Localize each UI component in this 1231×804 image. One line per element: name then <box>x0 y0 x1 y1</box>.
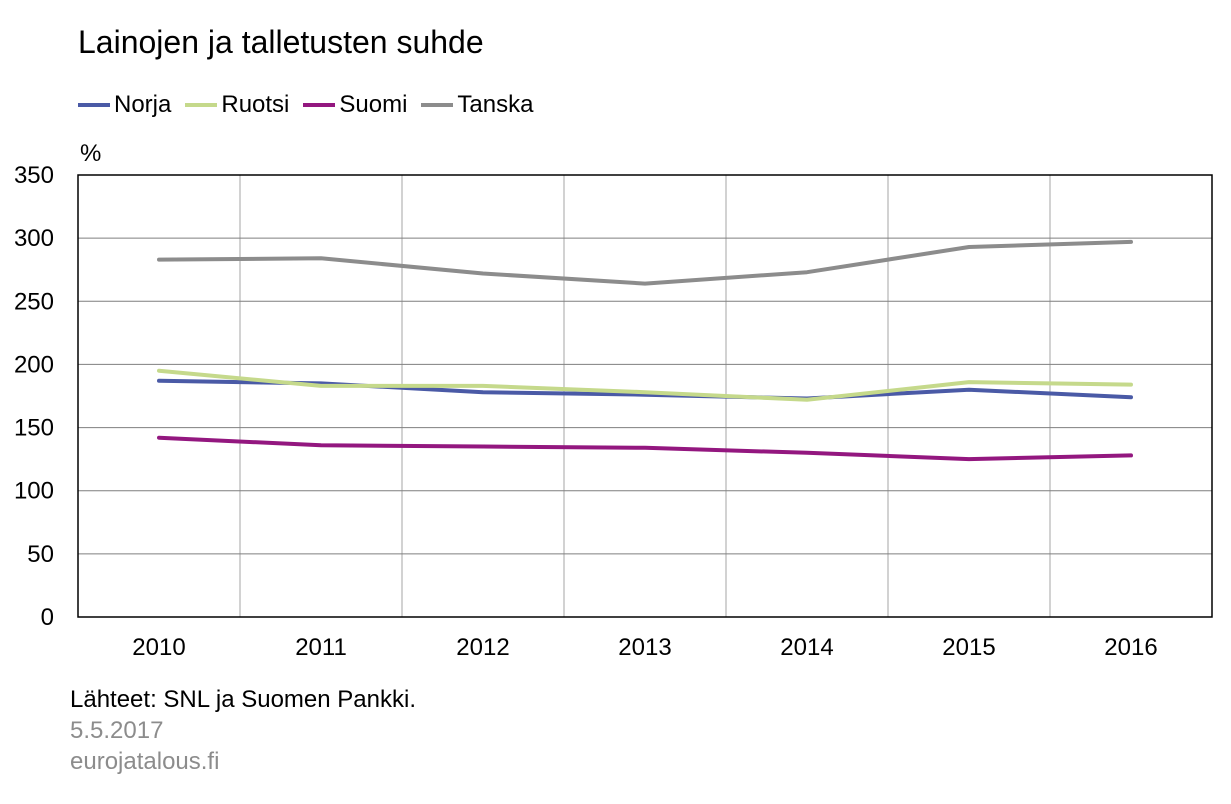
x-tick-label: 2011 <box>295 634 347 661</box>
legend-label-tanska: Tanska <box>457 91 534 118</box>
y-tick-label: 50 <box>27 541 54 568</box>
series-line-norja <box>157 378 1133 401</box>
legend-label-ruotsi: Ruotsi <box>221 91 290 118</box>
y-axis-unit-label: % <box>80 140 102 167</box>
y-tick-label: 250 <box>14 288 54 315</box>
y-tick-label: 100 <box>14 478 54 505</box>
source-note: Lähteet: SNL ja Suomen Pankki. <box>70 686 416 713</box>
series-line-suomi <box>157 435 1133 462</box>
legend-swatch-suomi <box>303 103 336 107</box>
site-credit: eurojatalous.fi <box>70 748 220 775</box>
legend-swatch-norja <box>78 103 110 107</box>
x-tick-label: 2012 <box>456 634 509 661</box>
legend-label-norja: Norja <box>114 91 172 118</box>
series-line-ruotsi <box>157 368 1133 402</box>
x-tick-label: 2016 <box>1104 634 1157 661</box>
legend-item-ruotsi: Ruotsi <box>185 91 289 119</box>
x-tick-label: 2013 <box>618 634 671 661</box>
y-tick-label: 200 <box>14 351 54 378</box>
legend-item-tanska: Tanska <box>421 91 533 119</box>
legend-item-norja: Norja <box>78 91 171 119</box>
y-tick-label: 150 <box>14 415 54 442</box>
y-tick-label: 0 <box>41 604 54 631</box>
chart-title: Lainojen ja talletusten suhde <box>78 24 484 60</box>
legend-swatch-ruotsi <box>185 103 218 107</box>
legend-swatch-tanska <box>421 103 454 107</box>
y-tick-label: 350 <box>14 162 54 189</box>
series-line-tanska <box>157 239 1133 286</box>
legend-item-suomi: Suomi <box>303 91 407 119</box>
legend-label-suomi: Suomi <box>339 91 408 118</box>
publish-date: 5.5.2017 <box>70 717 164 744</box>
x-tick-label: 2010 <box>132 634 185 661</box>
y-tick-label: 300 <box>14 225 54 252</box>
x-tick-label: 2015 <box>942 634 995 661</box>
chart-legend: Norja Ruotsi Suomi Tanska <box>78 90 547 120</box>
x-tick-label: 2014 <box>780 634 833 661</box>
plot-area-frame <box>77 174 1213 618</box>
